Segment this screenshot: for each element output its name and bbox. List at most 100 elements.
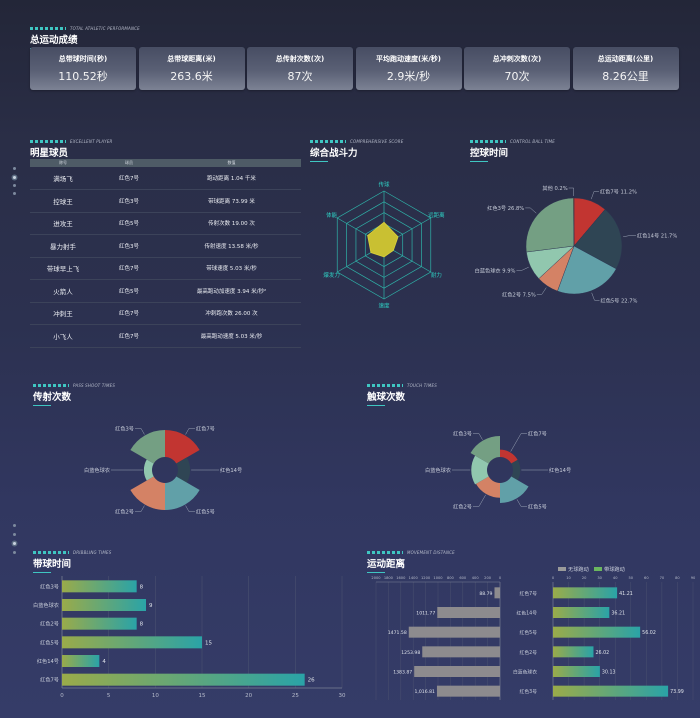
row-title: 带球早上飞	[30, 257, 96, 280]
stars-table: 称号 球员 数值 满场飞 红色7号 跑动距离 1.04 千米 控球王 红色3号 带球距离 73…	[30, 159, 301, 348]
bar-value: 73.99	[670, 689, 684, 695]
pager-dot[interactable]	[13, 551, 16, 554]
pie-slice	[573, 197, 575, 246]
summary-card-value: 110.52秒	[58, 70, 108, 83]
rose-label: 红色3号	[115, 424, 134, 432]
summary-card-value: 8.26公里	[602, 70, 649, 83]
rose-label-line	[473, 494, 486, 507]
pager-dot[interactable]	[13, 184, 16, 187]
summary-card-label: 总运动距离(公里)	[597, 55, 654, 63]
control-section: CONTROL BALL TIME 控球时间	[470, 137, 556, 162]
radar-en: COMPREHENSIVE SCORE	[350, 138, 404, 144]
x-tick-label: 10	[152, 693, 159, 699]
pie-slice	[525, 197, 575, 253]
row-player: 红色7号	[96, 167, 162, 190]
rose-label: 红色3号	[453, 430, 472, 438]
x-tick-label: 2000	[371, 576, 381, 580]
pager-dot[interactable]	[13, 542, 16, 545]
rose-slice	[165, 430, 200, 464]
summary-card-label: 总传射次数(次)	[275, 55, 325, 63]
pie-label-line	[536, 287, 547, 295]
control-en: CONTROL BALL TIME	[510, 138, 556, 144]
pass-section: PASS SHOOT TIMES 传射次数	[33, 381, 115, 406]
stars-section: EXCELLENT PLAYER 明星球员	[30, 137, 113, 162]
x-tick-label: 400	[472, 576, 480, 580]
table-row: 进攻王 红色5号 传射次数 19.00 次	[30, 212, 301, 235]
dribble-en: DRIBBLING TIMES	[73, 549, 112, 555]
x-tick-label: 15	[199, 693, 206, 699]
rose-slice	[165, 476, 200, 510]
pie-label-line	[525, 207, 537, 214]
category-label: 红色3号	[520, 688, 538, 695]
radar-axis-label: 远距离	[428, 211, 445, 219]
bar	[414, 666, 500, 677]
radar-axis-label: 速度	[378, 301, 390, 309]
rose-label-line	[135, 505, 145, 512]
pager-dot[interactable]	[13, 533, 16, 536]
bar	[553, 626, 641, 638]
x-tick-label: 70	[660, 576, 665, 580]
bar	[494, 587, 500, 599]
bar	[436, 685, 500, 697]
bar	[62, 617, 137, 630]
stars-en: EXCELLENT PLAYER	[70, 138, 113, 144]
pie-slice-label: 红色14号 21.7%	[637, 231, 677, 239]
x-tick-label: 30	[597, 576, 602, 580]
rose-label-line	[135, 428, 145, 435]
dribble-bar-chart: 0 5 10 15 20 25 30 8 红色3号 9 白蓝色球衣 8 红色2号 15 红色5号 4 红色14号…	[33, 576, 346, 699]
legend-label: 无球跑动	[568, 565, 589, 573]
dribble-title: 带球时间	[33, 556, 111, 573]
radar-area	[367, 221, 399, 258]
x-tick-label: 1200	[421, 576, 431, 580]
col-title: 称号	[59, 160, 67, 165]
x-tick-label: 1000	[433, 576, 443, 580]
row-title: 暴力射手	[30, 234, 96, 258]
pie-label-line	[568, 187, 574, 197]
table-row: 火箭人 红色5号 最高跑动加速度 3.94 米/秒²	[30, 279, 301, 303]
category-label: 红色14号	[517, 610, 538, 617]
summary-en: TOTAL ATHLETIC PERFORMANCE	[70, 25, 140, 31]
rose-label: 红色5号	[528, 502, 547, 510]
category-label: 白蓝色球衣	[33, 601, 59, 609]
summary-card-label: 总冲刺次数(次)	[492, 55, 542, 63]
rose-slice	[476, 476, 500, 498]
x-tick-label: 20	[245, 693, 252, 699]
dribble-section: DRIBBLING TIMES 带球时间	[33, 548, 112, 573]
stars-title: 明星球员	[30, 145, 113, 162]
pager-dot[interactable]	[13, 176, 16, 179]
bar-value: 4	[102, 659, 106, 665]
radar-section: COMPREHENSIVE SCORE 综合战斗力	[310, 137, 404, 162]
summary-card-value: 2.9米/秒	[386, 70, 431, 83]
x-tick-label: 1400	[409, 576, 419, 580]
movement-section: MOVEMENT DISTANCE 运动距离	[367, 548, 455, 573]
rose-label-line	[185, 505, 195, 512]
rose-label-line	[473, 433, 483, 440]
x-tick-label: 0	[552, 576, 555, 580]
table-row: 带球早上飞 红色7号 带球速度 5.03 米/秒	[30, 257, 301, 280]
pager-dot[interactable]	[13, 167, 16, 170]
row-value: 最高跑动速度 5.03 米/秒	[162, 324, 301, 348]
x-tick-label: 80	[675, 576, 680, 580]
radar-axis-label: 体能	[326, 211, 338, 219]
x-tick-label: 800	[447, 576, 455, 580]
pass-title: 传射次数	[33, 389, 115, 406]
pie-slice-label: 白蓝色球衣 9.9%	[475, 267, 516, 275]
pie-label-line	[591, 292, 600, 301]
row-player: 红色5号	[96, 279, 162, 303]
summary-card: 平均跑动速度(米/秒) 2.9米/秒	[355, 47, 462, 90]
bar-value: 56.02	[642, 630, 656, 636]
pager-dot[interactable]	[13, 192, 16, 195]
rose-slice	[130, 476, 165, 510]
legend-swatch	[594, 567, 602, 571]
x-tick-label: 10	[566, 576, 571, 580]
category-label: 红色5号	[40, 638, 59, 646]
summary-card: 总带球距离(米) 263.6米	[138, 47, 245, 90]
pie-slice-label: 其他 0.2%	[542, 184, 567, 192]
bar	[62, 636, 202, 649]
pager-dot[interactable]	[13, 524, 16, 527]
rose-slice	[176, 457, 191, 483]
row-player: 红色5号	[96, 212, 162, 235]
rose-label: 红色7号	[196, 424, 215, 432]
x-tick-label: 0	[60, 693, 64, 699]
